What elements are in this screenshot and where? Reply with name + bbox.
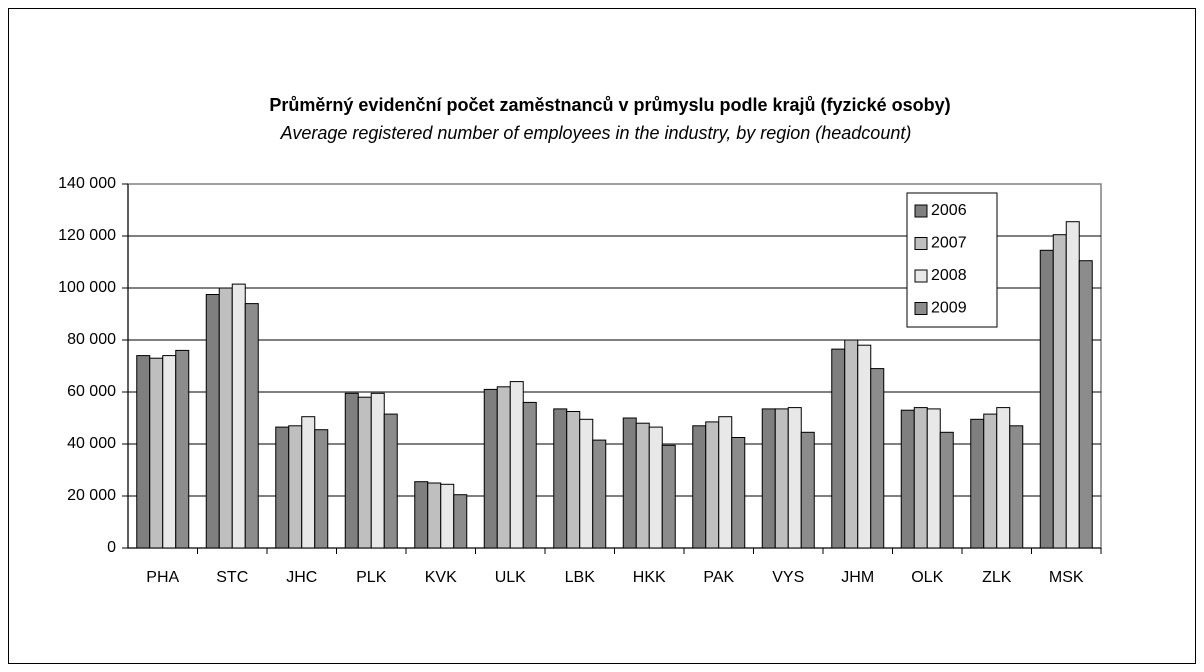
bar <box>440 483 455 549</box>
bar <box>383 413 398 549</box>
y-tick-label: 120 000 <box>58 227 116 244</box>
bar <box>231 283 246 549</box>
x-tick-label: ZLK <box>982 569 1012 586</box>
bar <box>800 431 815 549</box>
bar <box>453 494 468 549</box>
bar <box>857 344 872 549</box>
legend-swatch <box>914 269 928 283</box>
bar <box>1009 425 1024 549</box>
bar <box>844 339 859 549</box>
bar <box>218 287 233 549</box>
bar <box>731 437 746 549</box>
bar <box>275 426 290 549</box>
x-tick-label: KVK <box>425 569 457 586</box>
bar <box>427 482 442 549</box>
y-tick-label: 60 000 <box>67 383 116 400</box>
bar <box>288 425 303 549</box>
bar <box>496 386 511 549</box>
legend-swatch <box>914 237 928 250</box>
bar <box>1065 221 1080 549</box>
bar <box>205 294 220 549</box>
bar <box>414 481 429 549</box>
bar <box>370 392 385 549</box>
bar <box>244 303 259 549</box>
y-tick-label: 80 000 <box>67 331 116 348</box>
bar <box>553 408 568 549</box>
x-tick-label: PHA <box>146 569 179 586</box>
bar <box>1052 234 1067 549</box>
y-tick-label: 100 000 <box>58 279 116 296</box>
x-tick-label: ULK <box>495 569 526 586</box>
bar <box>900 409 915 549</box>
bar <box>509 381 524 549</box>
bar <box>661 444 676 549</box>
bar <box>1039 249 1054 549</box>
bar <box>648 426 663 549</box>
bar <box>774 408 789 549</box>
x-tick-label: MSK <box>1049 569 1084 586</box>
bar <box>566 411 581 549</box>
x-tick-label: PAK <box>703 569 734 586</box>
y-tick-label: 140 000 <box>58 175 116 192</box>
bar <box>622 417 637 549</box>
x-tick-label: OLK <box>911 569 943 586</box>
bar <box>301 416 316 549</box>
bar <box>175 349 190 549</box>
legend-label: 2007 <box>931 235 967 252</box>
bar <box>787 407 802 549</box>
bar <box>162 355 177 549</box>
y-tick-label: 20 000 <box>67 487 116 504</box>
legend-label: 2009 <box>931 300 967 317</box>
chart-title: Průměrný evidenční počet zaměstnanců v p… <box>269 95 950 115</box>
y-tick-label: 0 <box>107 539 116 556</box>
x-tick-label: LBK <box>565 569 596 586</box>
x-tick-label: HKK <box>633 569 666 586</box>
bar <box>149 357 164 549</box>
legend-label: 2006 <box>931 202 967 219</box>
bar <box>314 429 329 549</box>
bar <box>926 408 941 549</box>
x-tick-label: VYS <box>772 569 804 586</box>
bar <box>939 431 954 549</box>
x-tick-label: PLK <box>356 569 387 586</box>
chart-subtitle: Average registered number of employees i… <box>280 123 912 143</box>
bar <box>635 422 650 549</box>
bar <box>522 401 537 549</box>
bar <box>996 407 1011 549</box>
bar <box>870 368 885 549</box>
x-tick-label: STC <box>216 569 248 586</box>
bar <box>718 416 733 549</box>
bar <box>357 396 372 549</box>
bar <box>592 439 607 549</box>
bar <box>831 348 846 549</box>
bar <box>983 413 998 549</box>
bar <box>136 355 151 549</box>
bar <box>344 392 359 549</box>
x-tick-label: JHC <box>286 569 317 586</box>
bar <box>761 408 776 549</box>
legend-swatch <box>914 302 928 315</box>
bar <box>483 388 498 549</box>
bar <box>970 418 985 549</box>
legend-swatch <box>914 204 928 218</box>
legend-label: 2008 <box>931 267 967 284</box>
bar <box>1078 260 1093 549</box>
bar <box>692 425 707 549</box>
bar <box>579 418 594 549</box>
bar <box>705 421 720 549</box>
y-tick-label: 40 000 <box>67 435 116 452</box>
x-tick-label: JHM <box>841 569 874 586</box>
bar <box>913 407 928 549</box>
